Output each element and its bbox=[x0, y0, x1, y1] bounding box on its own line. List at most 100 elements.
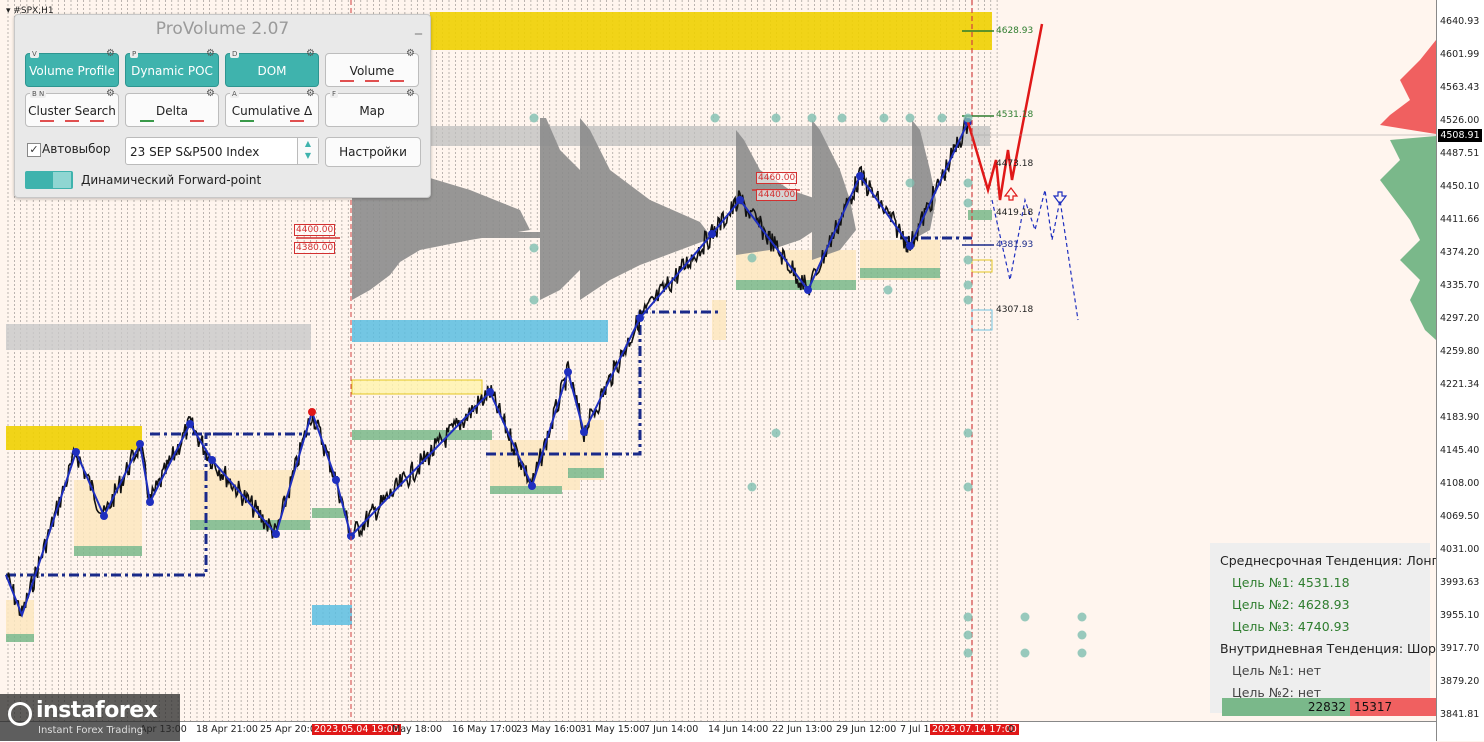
gear-icon[interactable]: ⚙ bbox=[206, 48, 215, 59]
instaforex-logo: instaforex Instant Forex Trading bbox=[0, 694, 180, 741]
grey-band-4500 bbox=[350, 126, 990, 146]
price-tick: 4411.66 bbox=[1440, 214, 1480, 225]
instrument-select[interactable]: 23 SEP S&P500 Index ▲ ▼ bbox=[125, 137, 319, 165]
buy-volume: 22832 bbox=[1222, 698, 1350, 716]
price-tick: 4563.43 bbox=[1440, 82, 1480, 93]
autoselect-checkbox[interactable]: ✓ bbox=[27, 143, 41, 157]
gear-icon[interactable]: ⚙ bbox=[306, 48, 315, 59]
level-4307: 4307.18 bbox=[996, 305, 1034, 315]
intraday-target-2: Цель №2: нет bbox=[1232, 685, 1322, 700]
cluster-marker bbox=[1077, 630, 1087, 640]
hotkey-p: P bbox=[130, 50, 139, 58]
gear-icon[interactable]: ⚙ bbox=[206, 88, 215, 99]
zigzag-point bbox=[636, 314, 644, 322]
zigzag-point bbox=[708, 230, 716, 238]
cluster-marker bbox=[710, 113, 720, 123]
time-label: 31 May 15:00 bbox=[580, 724, 646, 735]
cluster-marker bbox=[963, 630, 973, 640]
gear-icon[interactable]: ⚙ bbox=[106, 48, 115, 59]
current-price-label: 4508.91 bbox=[1438, 129, 1482, 142]
zigzag-point bbox=[186, 420, 194, 428]
grey-band-left bbox=[6, 324, 311, 350]
panel-title: ProVolume 2.07 bbox=[155, 19, 290, 39]
zigzag-point bbox=[146, 498, 154, 506]
cluster-marker bbox=[747, 482, 757, 492]
gear-icon[interactable]: ⚙ bbox=[406, 48, 415, 59]
support-lines bbox=[6, 236, 972, 577]
price-axis[interactable]: 4640.93 4601.99 4563.43 4526.00 4487.51 4450.… bbox=[1436, 0, 1484, 741]
gear-icon[interactable]: ⚙ bbox=[106, 88, 115, 99]
settings-button[interactable]: Настройки bbox=[325, 137, 421, 167]
box-level-4400: 4400.00 bbox=[294, 224, 336, 236]
minimize-icon[interactable]: _ bbox=[415, 19, 422, 35]
zigzag-point bbox=[528, 482, 536, 490]
price-tick: 4335.70 bbox=[1440, 280, 1480, 291]
zigzag-point bbox=[906, 242, 914, 250]
sky-zone-small bbox=[312, 605, 352, 625]
gear-icon[interactable]: ⚙ bbox=[406, 88, 415, 99]
cluster-markers bbox=[529, 113, 1087, 658]
zigzag-point bbox=[272, 530, 280, 538]
price-tick: 4108.00 bbox=[1440, 478, 1480, 489]
price-tick: 4069.50 bbox=[1440, 511, 1480, 522]
cluster-marker bbox=[837, 113, 847, 123]
price-tick: 4221.34 bbox=[1440, 379, 1480, 390]
level-4473: 4473.18 bbox=[996, 159, 1034, 169]
volume-button[interactable]: ⚙ Volume bbox=[325, 49, 419, 87]
price-chart[interactable] bbox=[0, 0, 1436, 721]
forward-point-toggle[interactable] bbox=[25, 171, 73, 189]
gear-icon[interactable]: ⚙ bbox=[306, 88, 315, 99]
dom-button[interactable]: D ⚙ DOM bbox=[225, 49, 319, 87]
cluster-marker bbox=[771, 113, 781, 123]
map-button[interactable]: F ⚙ Map bbox=[325, 89, 419, 127]
time-label: 16 May 17:00 bbox=[452, 724, 518, 735]
buy-sell-volume-bar: 22832 15317 bbox=[1222, 698, 1436, 716]
price-tick: 3841.81 bbox=[1440, 709, 1480, 720]
zigzag-point bbox=[580, 428, 588, 436]
price-tick: 4031.00 bbox=[1440, 544, 1480, 555]
sell-volume: 15317 bbox=[1350, 698, 1436, 716]
mid-target-2: Цель №2: 4628.93 bbox=[1232, 597, 1350, 612]
arrow-down-icon bbox=[1052, 191, 1068, 205]
cluster-marker bbox=[905, 113, 915, 123]
price-tick: 4640.93 bbox=[1440, 16, 1480, 27]
hotkey-d: D bbox=[230, 50, 240, 58]
button-label: Volume Profile bbox=[29, 64, 115, 78]
cumulative-delta-button[interactable]: A ⚙ Cumulative Δ bbox=[225, 89, 319, 127]
time-label: 29 Jun 12:00 bbox=[836, 724, 897, 735]
cluster-marker bbox=[879, 113, 889, 123]
spinner-icon[interactable]: ▲ ▼ bbox=[297, 138, 318, 164]
level-4419: 4419.18 bbox=[996, 208, 1034, 218]
cluster-search-button[interactable]: B N ⚙ Cluster Search bbox=[25, 89, 119, 127]
hotkey-f: F bbox=[330, 90, 339, 98]
time-label: 25 Apr 20:00 bbox=[260, 724, 322, 735]
zigzag-point bbox=[136, 440, 144, 448]
time-label: May 18:00 bbox=[392, 724, 443, 735]
cluster-marker bbox=[1077, 648, 1087, 658]
time-label: 22 Jun 13:00 bbox=[772, 724, 833, 735]
button-label: DOM bbox=[257, 64, 287, 78]
cluster-marker bbox=[963, 295, 973, 305]
dynamic-poc-button[interactable]: P ⚙ Dynamic POC bbox=[125, 49, 219, 87]
time-label: 2023.07.14 17:00 bbox=[930, 724, 1019, 735]
cluster-marker bbox=[963, 178, 973, 188]
zigzag-point bbox=[804, 286, 812, 294]
trend-panel: Среднесрочная Тенденция: Лонг Цель №1: 4… bbox=[1210, 543, 1443, 713]
level-4381: 4381.93 bbox=[996, 240, 1034, 250]
time-label: 7 Jun 14:00 bbox=[644, 724, 699, 735]
vertical-grid bbox=[7, 0, 998, 721]
price-tick: 4259.80 bbox=[1440, 346, 1480, 357]
zigzag-point bbox=[308, 408, 316, 416]
cluster-marker bbox=[963, 648, 973, 658]
indicator-bars bbox=[140, 120, 204, 123]
time-label: 18 Apr 21:00 bbox=[196, 724, 258, 735]
logo-name: instaforex bbox=[36, 698, 158, 723]
button-label: Dynamic POC bbox=[131, 64, 213, 78]
cluster-marker bbox=[807, 113, 817, 123]
price-tick: 4297.20 bbox=[1440, 313, 1480, 324]
delta-button[interactable]: ⚙ Delta bbox=[125, 89, 219, 127]
forward-point-label: Динамический Forward-point bbox=[81, 173, 262, 187]
volume-profile-button[interactable]: V ⚙ Volume Profile bbox=[25, 49, 119, 87]
arrow-up-icon bbox=[1003, 187, 1019, 201]
